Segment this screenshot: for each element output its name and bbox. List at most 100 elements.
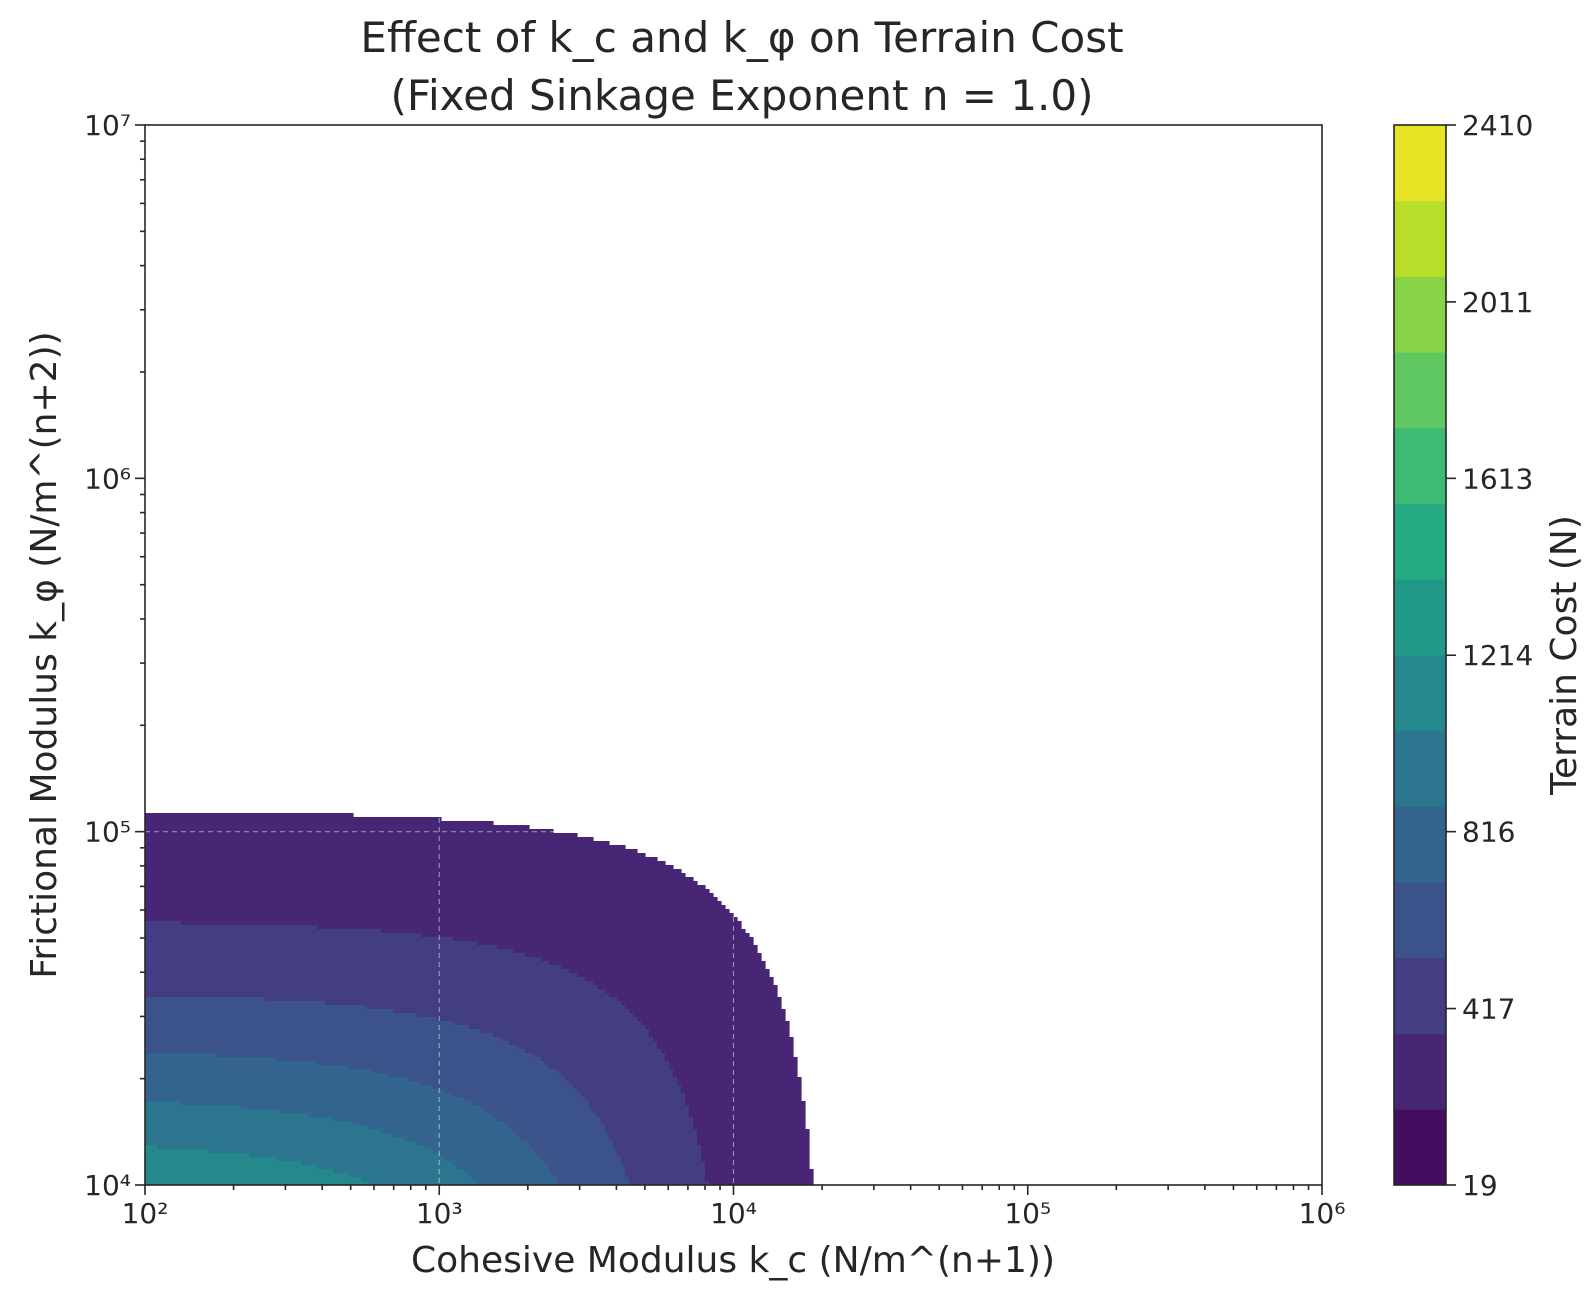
contour-cell <box>145 929 382 934</box>
y-axis-ticks: 10⁴ 10⁵ 10⁶ 10⁷ <box>84 109 145 1202</box>
contour-cell <box>477 941 754 946</box>
y-tick-label: 10⁴ <box>84 1169 131 1202</box>
contour-cell <box>145 1177 362 1182</box>
contour-cell <box>145 1001 326 1006</box>
contour-cell <box>685 1097 802 1102</box>
contour-cell <box>365 1005 626 1010</box>
contour-cell <box>353 1121 506 1126</box>
contour-cell <box>545 1161 622 1166</box>
contour-cell <box>145 993 610 998</box>
contour-cell <box>657 1045 794 1050</box>
contour-cell <box>145 925 318 930</box>
contour-cell <box>493 1113 598 1118</box>
colorbar-tick-label: 816 <box>1462 816 1515 849</box>
contour-cell <box>625 1005 782 1010</box>
contour-cell <box>145 893 714 898</box>
y-tick-label: 10⁷ <box>84 109 131 142</box>
contour-cell <box>433 1085 574 1090</box>
contour-cell <box>441 1153 538 1158</box>
x-tick-label: 10⁶ <box>1299 1197 1346 1230</box>
contour-cell <box>145 1009 394 1014</box>
contour-cell <box>317 1165 458 1170</box>
contour-cell <box>433 1149 534 1154</box>
contour-cell <box>697 1141 810 1146</box>
contour-cell <box>549 1065 670 1070</box>
contour-cell <box>617 1149 702 1154</box>
contour-cell <box>145 1053 218 1058</box>
contour-cell <box>145 945 498 950</box>
contour-cell <box>621 1157 702 1162</box>
contour-cell <box>601 1117 694 1122</box>
contour-cell <box>545 1061 670 1066</box>
contour-cell <box>145 981 594 986</box>
colorbar-tick-label: 19 <box>1462 1169 1498 1202</box>
contour-cell <box>381 929 746 934</box>
contour-cell <box>333 1117 498 1122</box>
contour-cell <box>361 1177 474 1182</box>
contour-cell <box>145 849 638 854</box>
x-tick-label: 10⁴ <box>710 1197 757 1230</box>
contour-cell <box>593 981 774 986</box>
contour-cell <box>145 869 682 874</box>
contour-cell <box>145 989 606 994</box>
contour-cell <box>145 909 730 914</box>
contour-cell <box>697 1137 810 1142</box>
contour-cell <box>565 1077 678 1082</box>
contour-cell <box>277 1157 446 1162</box>
contour-cell <box>557 1181 630 1185</box>
contour-cell <box>613 1141 698 1146</box>
contour-cell <box>589 1101 686 1106</box>
contour-cell <box>577 973 770 978</box>
contour-cell <box>577 1089 682 1094</box>
contour-cell <box>561 965 766 970</box>
contour-cell <box>145 877 694 882</box>
contour-cell <box>145 1121 354 1126</box>
contour-cell <box>693 1121 806 1126</box>
contour-cell <box>145 1005 366 1010</box>
colorbar-tick-label: 1613 <box>1462 462 1533 495</box>
contour-cell <box>533 1053 666 1058</box>
contour-fill <box>145 813 814 1185</box>
contour-cell <box>513 949 758 954</box>
contour-cell <box>665 1057 798 1062</box>
contour-cell <box>701 1145 810 1150</box>
contour-cell <box>505 1121 602 1126</box>
contour-cell <box>497 1117 602 1122</box>
plot-area: 10² 10³ 10⁴ 10⁵ 10⁶ 10⁴ 10⁵ 10⁶ 10⁷ <box>84 109 1345 1230</box>
contour-cell <box>465 1169 550 1174</box>
contour-cell <box>145 817 442 822</box>
contour-cell <box>481 1029 650 1034</box>
contour-cell <box>145 1133 394 1138</box>
contour-cell <box>593 1109 690 1114</box>
contour-cell <box>145 957 542 962</box>
contour-cell <box>605 1125 694 1130</box>
x-axis-ticks: 10² 10³ 10⁴ 10⁵ 10⁶ <box>122 1185 1346 1230</box>
contour-cell <box>465 1097 586 1102</box>
contour-cell <box>685 1101 806 1106</box>
contour-cell <box>333 1169 466 1174</box>
colorbar-band <box>1394 276 1446 353</box>
contour-cell <box>417 1141 530 1146</box>
colorbar-tick-label: 2410 <box>1462 109 1533 142</box>
contour-cell <box>145 1057 278 1062</box>
contour-cell <box>145 953 526 958</box>
contour-cell <box>145 1069 374 1074</box>
contour-cell <box>553 1173 626 1178</box>
contour-cell <box>309 1113 494 1118</box>
contour-cell <box>145 905 726 910</box>
y-tick-label: 10⁶ <box>84 462 131 495</box>
contour-cell <box>705 1161 810 1166</box>
contour-cell <box>417 1013 634 1018</box>
contour-cell <box>605 1129 698 1134</box>
contour-cell <box>145 1097 466 1102</box>
x-tick-label: 10² <box>122 1197 169 1230</box>
colorbar-band <box>1394 579 1446 656</box>
contour-cell <box>529 1145 614 1150</box>
contour-cell <box>145 1113 310 1118</box>
contour-cell <box>549 1165 626 1170</box>
contour-cell <box>677 1081 802 1086</box>
contour-cell <box>653 1037 794 1042</box>
contour-cell <box>585 1097 686 1102</box>
contour-cell <box>569 969 770 974</box>
